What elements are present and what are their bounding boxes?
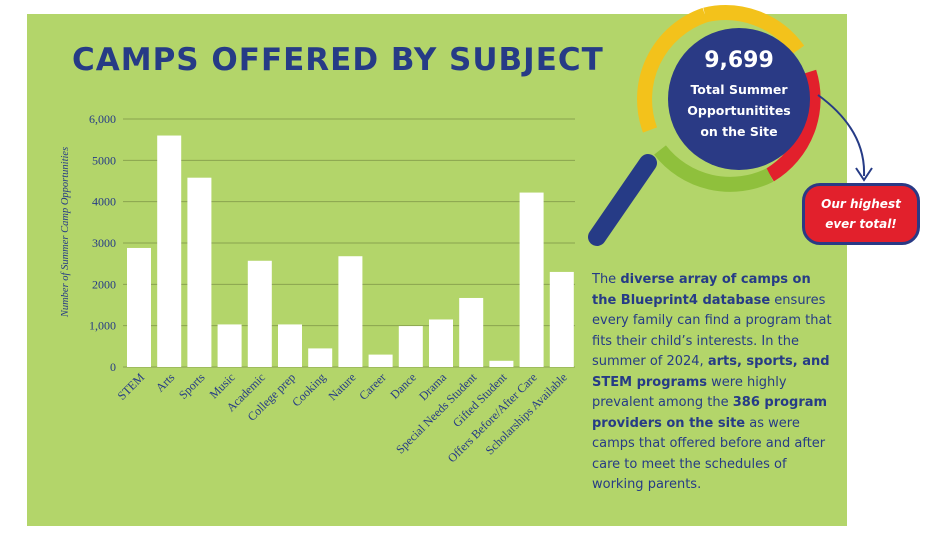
- bar-drama: [429, 319, 453, 367]
- desc-bold-2: arts, sports, and STEM programs: [592, 354, 830, 390]
- y-tick-labels: 0 1,000 2000 3000 4000 5000 6,000: [89, 112, 116, 374]
- chart-bars: [127, 135, 574, 367]
- magnifying-glass-icon: [588, 5, 821, 246]
- curved-arrow-icon: [817, 94, 873, 182]
- total-number: 9,699: [704, 48, 774, 73]
- x-tick-label: Nature: [326, 370, 359, 403]
- x-tick-label: Career: [356, 370, 389, 403]
- x-tick-label: Arts: [153, 370, 178, 395]
- desc-text-2: ensures every family can find a program …: [592, 292, 832, 370]
- y-tick-label: 1,000: [89, 319, 116, 333]
- bar-offers-before-after-care: [519, 192, 544, 367]
- bar-arts: [157, 135, 182, 367]
- total-opportunities-badge: 9,699 Total Summer Opportunitites on the…: [668, 28, 810, 170]
- bar-stem: [127, 247, 151, 367]
- y-tick-label: 4000: [92, 195, 116, 209]
- bar-gifted-student: [489, 360, 514, 367]
- y-tick-label: 2000: [92, 277, 116, 291]
- bar-dance: [398, 326, 423, 367]
- x-tick-label: Cooking: [289, 370, 328, 409]
- desc-bold-3: 386 program providers on the site: [592, 395, 828, 431]
- bar-cooking: [308, 348, 333, 367]
- bar-nature: [338, 256, 363, 367]
- x-tick-label: STEM: [115, 370, 148, 403]
- bar-college-prep: [278, 324, 302, 367]
- desc-text-4: as were camps that offered before and af…: [592, 415, 826, 493]
- bar-special-needs-student: [459, 297, 484, 367]
- bar-music: [217, 324, 242, 367]
- bar-scholarships-available: [549, 271, 574, 367]
- y-tick-label: 5000: [92, 153, 116, 167]
- y-tick-label: 6,000: [89, 112, 116, 126]
- y-axis-label: Number of Summer Camp Opportunities: [60, 147, 71, 318]
- desc-text-3: were highly prevalent among the: [592, 374, 787, 411]
- description-paragraph: The diverse array of camps on the Bluepr…: [592, 270, 832, 496]
- y-tick-label: 0: [110, 360, 116, 374]
- bar-academic: [247, 260, 272, 367]
- desc-bold-1: diverse array of camps on the Blueprint4…: [592, 272, 811, 308]
- page-title: CAMPS OFFERED BY SUBJECT: [72, 42, 604, 78]
- bar-career: [368, 354, 393, 367]
- x-tick-label: Sports: [176, 370, 208, 402]
- total-caption: Total Summer Opportunitites on the Site: [687, 82, 791, 139]
- highest-total-callout: Our highest ever total!: [802, 183, 920, 245]
- desc-text-1: The: [592, 272, 621, 287]
- x-tick-label: Dance: [387, 370, 419, 402]
- bar-sports: [187, 177, 212, 367]
- y-tick-label: 3000: [92, 236, 116, 250]
